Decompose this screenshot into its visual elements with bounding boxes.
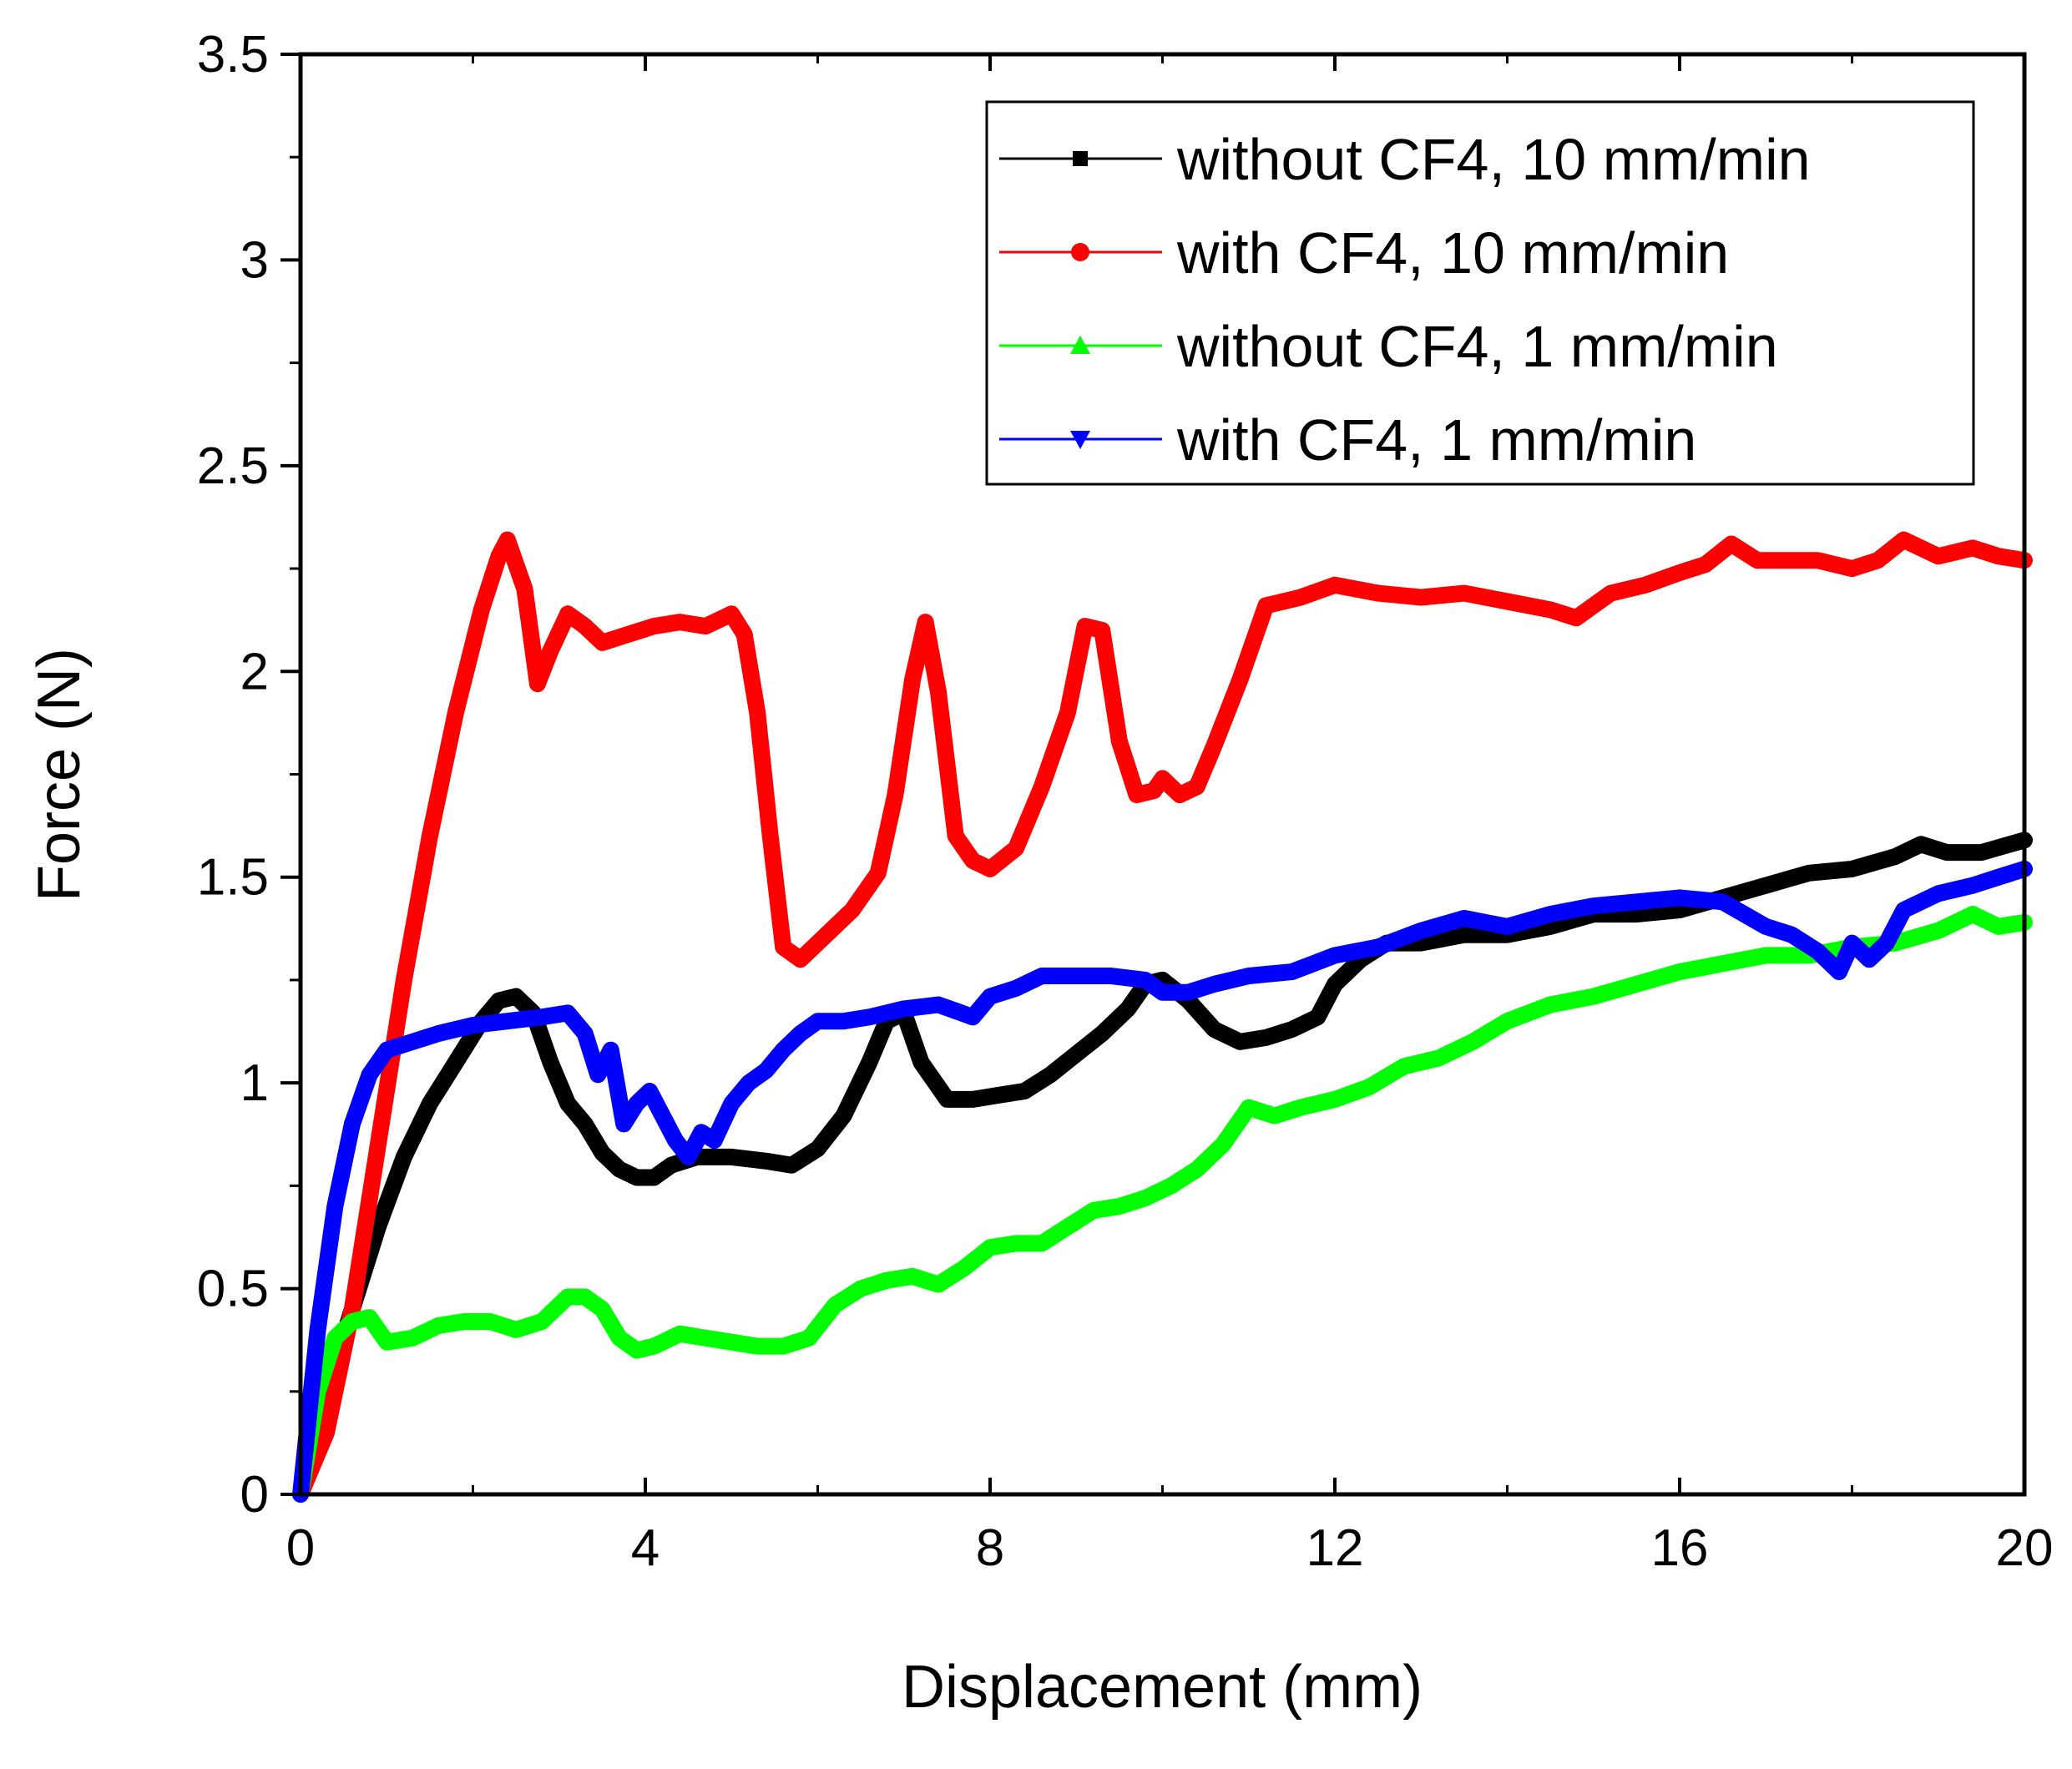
legend-marker-circle (1071, 243, 1089, 261)
legend-label-with-cf4-10-mm-min: with CF4, 10 mm/min (1176, 220, 1729, 286)
legend-marker-triangle-up (1070, 336, 1090, 354)
x-tick-label: 12 (1306, 1519, 1364, 1577)
legend-marker-triangle-down (1070, 431, 1090, 449)
y-axis-title: Force (N) (26, 648, 93, 902)
series-line-with-cf4-10-mm-min (292, 531, 2033, 1503)
y-tick-label: 3 (240, 231, 269, 289)
y-tick-label: 2 (240, 643, 269, 700)
x-tick-label: 8 (976, 1519, 1004, 1577)
legend: without CF4, 10 mm/min with CF4, 10 mm/mi… (985, 100, 1975, 486)
y-tick-label: 3.5 (197, 26, 269, 83)
tick-layer: 0 4 8 12 16 20 0 0.5 1 1.5 2 2.5 3 3.5 (197, 26, 2054, 1577)
y-tick-label: 2.5 (197, 437, 269, 495)
y-tick-label: 0 (240, 1466, 269, 1524)
y-tick-label: 1 (240, 1054, 269, 1112)
series-line-with-cf4-1-mm-min (292, 860, 2033, 1503)
series-line-without-cf4-10-mm-min (292, 831, 2033, 1503)
x-tick-label: 20 (1996, 1519, 2054, 1577)
legend-label-without-cf4-1-mm-min: without CF4, 1 mm/min (1176, 314, 1778, 379)
x-tick-label: 4 (631, 1519, 660, 1577)
series-line-without-cf4-1-mm-min (292, 906, 2033, 1503)
y-tick-label: 0.5 (197, 1261, 269, 1318)
legend-marker-square (1073, 151, 1088, 166)
series-layer (292, 531, 2033, 1503)
y-tick-label: 1.5 (197, 849, 269, 907)
legend-label-with-cf4-1-mm-min: with CF4, 1 mm/min (1176, 407, 1696, 473)
x-tick-label: 16 (1651, 1519, 1709, 1577)
legend-label-without-cf4-10-mm-min: without CF4, 10 mm/min (1176, 127, 1811, 192)
legend-box (985, 100, 1975, 486)
x-axis-title: Displacement (mm) (902, 1654, 1423, 1721)
x-tick-label: 0 (286, 1519, 315, 1577)
